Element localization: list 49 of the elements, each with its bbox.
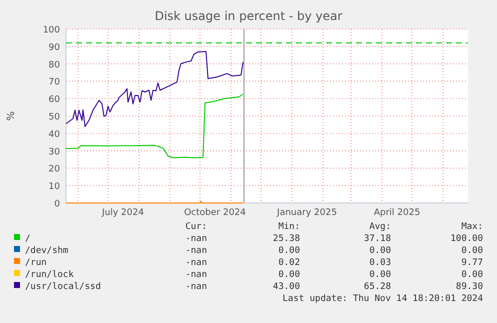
text: -nan	[185, 234, 207, 244]
y-tick-label: 90	[48, 42, 60, 53]
legend-label: /run/lock	[25, 270, 74, 280]
y-tick-label: 50	[48, 112, 60, 122]
text: Avg:	[369, 222, 391, 232]
text: 43.00	[272, 282, 300, 292]
text: 0.00	[278, 270, 300, 280]
text: -nan	[185, 270, 207, 280]
x-tick-label: January 2025	[276, 208, 337, 218]
y-tick-label: 80	[48, 60, 60, 70]
text: 0.02	[278, 258, 300, 268]
x-tick-label: April 2025	[374, 208, 420, 218]
y-tick-label: 20	[48, 164, 60, 175]
text: Max:	[461, 222, 483, 232]
text: 0.00	[369, 270, 391, 280]
y-tick-label: 30	[48, 147, 60, 158]
line-series	[66, 50, 244, 127]
text: 65.28	[364, 282, 391, 292]
text: 0.00	[278, 246, 300, 256]
text: 100.00	[450, 234, 483, 244]
text: 89.30	[456, 282, 483, 292]
y-tick-label: 10	[48, 182, 60, 192]
y-axis-title: %	[6, 111, 17, 121]
text: Min:	[278, 222, 300, 232]
text: -nan	[185, 246, 207, 256]
chart-title: Disk usage in percent - by year	[154, 9, 342, 23]
text: 37.18	[364, 234, 391, 244]
text: Cur:	[185, 222, 207, 232]
legend-label: /dev/shm	[25, 246, 68, 256]
legend-label: /run	[25, 258, 47, 268]
legend-label: /usr/local/ssd	[25, 282, 101, 292]
x-tick-label: July 2024	[101, 208, 144, 218]
y-tick-label: 60	[48, 95, 60, 106]
line-series	[66, 94, 244, 158]
y-tick-label: 100	[42, 26, 60, 36]
y-tick-label: 70	[48, 78, 60, 88]
text: -nan	[185, 258, 207, 268]
text: 0.03	[369, 258, 391, 268]
text: 0.00	[461, 270, 483, 280]
text: 0.00	[461, 246, 483, 256]
legend-label: /	[25, 234, 30, 244]
text: -nan	[185, 282, 207, 292]
text: 25.38	[272, 234, 300, 244]
text: 9.77	[461, 258, 483, 268]
x-tick-label: October 2024	[184, 208, 246, 218]
y-tick-label: 0	[54, 200, 60, 210]
text: Last update: Thu Nov 14 18:20:01 2024	[282, 294, 483, 304]
text: 0.00	[369, 246, 391, 256]
y-tick-label: 40	[48, 130, 60, 140]
